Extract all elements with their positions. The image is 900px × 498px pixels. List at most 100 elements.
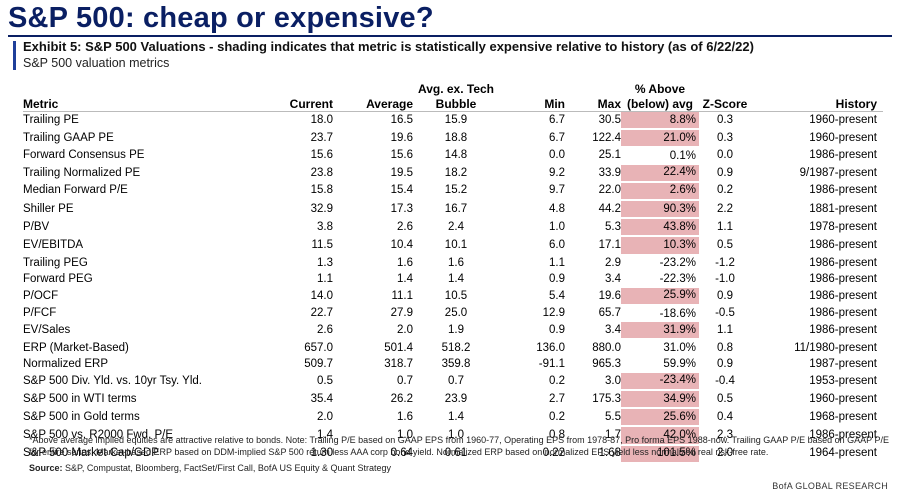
cell-max: 1.7 bbox=[605, 428, 621, 441]
cell-min: 6.7 bbox=[549, 114, 565, 127]
header-max: Max bbox=[565, 96, 621, 112]
cell-metric: Trailing GAAP PE bbox=[23, 131, 114, 144]
cell-metric: ERP (Market-Based) bbox=[23, 341, 129, 354]
table-row: Normalized ERP 509.7 318.7 359.8 -91.1 965.3 5… bbox=[23, 357, 883, 373]
cell-avg-ex-tech: 518.2 bbox=[441, 341, 471, 354]
cell-min: 5.4 bbox=[549, 289, 565, 302]
table-row: Shiller PE 32.9 17.3 16.7 4.8 44.2 90.3% 2.2 188… bbox=[23, 199, 883, 220]
cell-pct-above: -23.2% bbox=[659, 257, 696, 270]
cell-metric: P/FCF bbox=[23, 307, 57, 320]
cell-zscore: 0.3 bbox=[717, 114, 733, 127]
header-min: Min bbox=[499, 96, 565, 112]
cell-history: 9/1987-present bbox=[799, 166, 877, 179]
cell-average: 2.0 bbox=[397, 324, 413, 337]
cell-average: 15.6 bbox=[390, 149, 413, 162]
table-row: P/FCF 22.7 27.9 25.0 12.9 65.7 -18.6% -0.5 1986-… bbox=[23, 305, 883, 322]
cell-avg-ex-tech: 10.1 bbox=[444, 238, 468, 251]
cell-avg-ex-tech: 0.61 bbox=[444, 447, 468, 460]
cell-average: 2.6 bbox=[397, 220, 413, 233]
cell-current: 15.6 bbox=[310, 149, 333, 162]
cell-metric: S&P 500 in WTI terms bbox=[23, 392, 137, 405]
cell-zscore: 0.0 bbox=[717, 149, 733, 162]
cell-avg-ex-tech: 10.5 bbox=[444, 289, 468, 302]
cell-zscore: 0.5 bbox=[717, 392, 733, 405]
cell-current: 3.8 bbox=[317, 220, 333, 233]
exhibit-accent-bar bbox=[13, 41, 16, 70]
cell-history: 1986-present bbox=[809, 428, 877, 441]
cell-max: 30.5 bbox=[598, 114, 621, 127]
cell-min: 0.22 bbox=[542, 447, 565, 460]
cell-zscore: 0.2 bbox=[717, 184, 733, 197]
cell-pct-above: 21.0% bbox=[621, 129, 699, 149]
cell-history: 1960-present bbox=[809, 114, 877, 127]
cell-current: 1.3 bbox=[317, 256, 333, 269]
header-avg-ex-tech-line1: Avg. ex. Tech bbox=[417, 82, 495, 96]
cell-current: 1.30 bbox=[310, 447, 333, 460]
cell-min: 9.2 bbox=[549, 166, 565, 179]
cell-history: 1986-present bbox=[809, 238, 877, 251]
cell-metric: Median Forward P/E bbox=[23, 184, 128, 197]
cell-average: 11.1 bbox=[391, 289, 413, 302]
cell-max: 1.68 bbox=[598, 447, 621, 460]
cell-pct-above: 101.5% bbox=[621, 444, 699, 464]
cell-history: 1986-present bbox=[809, 273, 877, 286]
cell-pct-above: 90.3% bbox=[621, 199, 699, 220]
cell-average: 0.7 bbox=[397, 374, 413, 387]
cell-min: 6.7 bbox=[549, 131, 565, 144]
cell-avg-ex-tech: 23.9 bbox=[444, 392, 468, 405]
cell-zscore: 0.5 bbox=[717, 238, 733, 251]
cell-min: 1.0 bbox=[549, 220, 565, 233]
cell-average: 1.6 bbox=[397, 256, 413, 269]
cell-zscore: 0.9 bbox=[717, 166, 733, 179]
cell-zscore: -0.5 bbox=[715, 307, 735, 320]
cell-history: 1964-present bbox=[809, 447, 877, 460]
cell-metric: P/BV bbox=[23, 220, 50, 233]
cell-current: 0.5 bbox=[317, 374, 333, 387]
cell-avg-ex-tech: 1.4 bbox=[448, 410, 464, 423]
footnote: *Above average implied equities are attr… bbox=[29, 435, 889, 457]
cell-pct-above: 22.4% bbox=[621, 164, 699, 183]
cell-metric: Trailing Normalized PE bbox=[23, 166, 141, 179]
cell-pct-above: 59.9% bbox=[663, 358, 696, 371]
table-row: Median Forward P/E 15.8 15.4 15.2 9.7 22.0 2.6… bbox=[23, 181, 883, 201]
cell-zscore: 0.8 bbox=[717, 341, 733, 354]
cell-current: 11.5 bbox=[311, 238, 333, 251]
cell-average: 17.3 bbox=[390, 202, 413, 215]
cell-metric: S&P 500 Div. Yld. vs. 10yr Tsy. Yld. bbox=[23, 374, 202, 387]
cell-pct-above: 34.9% bbox=[621, 390, 699, 410]
header-metric: Metric bbox=[23, 96, 265, 112]
table-body: Trailing PE 18.0 16.5 15.9 6.7 30.5 8.8% 0.3 196… bbox=[23, 111, 883, 464]
cell-avg-ex-tech: 1.6 bbox=[448, 256, 464, 269]
cell-zscore: -1.2 bbox=[715, 256, 735, 269]
table-row: P/OCF 14.0 11.1 10.5 5.4 19.6 25.9% 0.9 1986-pre… bbox=[23, 287, 883, 307]
cell-max: 3.4 bbox=[605, 324, 621, 337]
table-row: Forward Consensus PE 15.6 15.6 14.8 0.0 25.1 0… bbox=[23, 147, 883, 164]
table-row: S&P 500 in Gold terms 2.0 1.6 1.4 0.2 5.5 25.6… bbox=[23, 408, 883, 428]
cell-history: 1986-present bbox=[809, 256, 877, 269]
table-row: S&P 500 Market Cap/GDP 1.30 0.64 0.61 0.22 1.… bbox=[23, 444, 883, 464]
cell-zscore: 1.1 bbox=[717, 220, 733, 233]
cell-metric: P/OCF bbox=[23, 289, 59, 302]
cell-metric: Normalized ERP bbox=[23, 358, 108, 371]
cell-history: 1986-present bbox=[809, 149, 877, 162]
cell-avg-ex-tech: 0.7 bbox=[448, 374, 464, 387]
cell-max: 65.7 bbox=[598, 307, 621, 320]
table-row: Forward PEG 1.1 1.4 1.4 0.9 3.4 -22.3% -1.0 1986… bbox=[23, 272, 883, 288]
table-row: ERP (Market-Based) 657.0 501.4 518.2 136.0 88… bbox=[23, 339, 883, 356]
header-zscore: Z-Score bbox=[699, 96, 751, 112]
cell-pct-above: 43.8% bbox=[621, 218, 699, 238]
cell-metric: Forward PEG bbox=[23, 273, 93, 286]
table-row: EV/Sales 2.6 2.0 1.9 0.9 3.4 31.9% 1.1 1986-pres… bbox=[23, 322, 883, 341]
page-title: S&P 500: cheap or expensive? bbox=[8, 2, 434, 34]
cell-zscore: 1.1 bbox=[717, 324, 733, 337]
table-row: P/BV 3.8 2.6 2.4 1.0 5.3 43.8% 1.1 1978-present bbox=[23, 218, 883, 238]
cell-min: 6.0 bbox=[549, 238, 565, 251]
cell-min: 0.2 bbox=[549, 374, 565, 387]
cell-history: 1960-present bbox=[809, 131, 877, 144]
cell-avg-ex-tech: 16.7 bbox=[444, 202, 468, 215]
cell-average: 19.5 bbox=[390, 166, 413, 179]
table-row: Trailing PEG 1.3 1.6 1.6 1.1 2.9 -23.2% -1.2 198… bbox=[23, 255, 883, 272]
cell-average: 26.2 bbox=[390, 392, 413, 405]
cell-min: 2.7 bbox=[549, 392, 565, 405]
cell-metric: Shiller PE bbox=[23, 202, 74, 215]
